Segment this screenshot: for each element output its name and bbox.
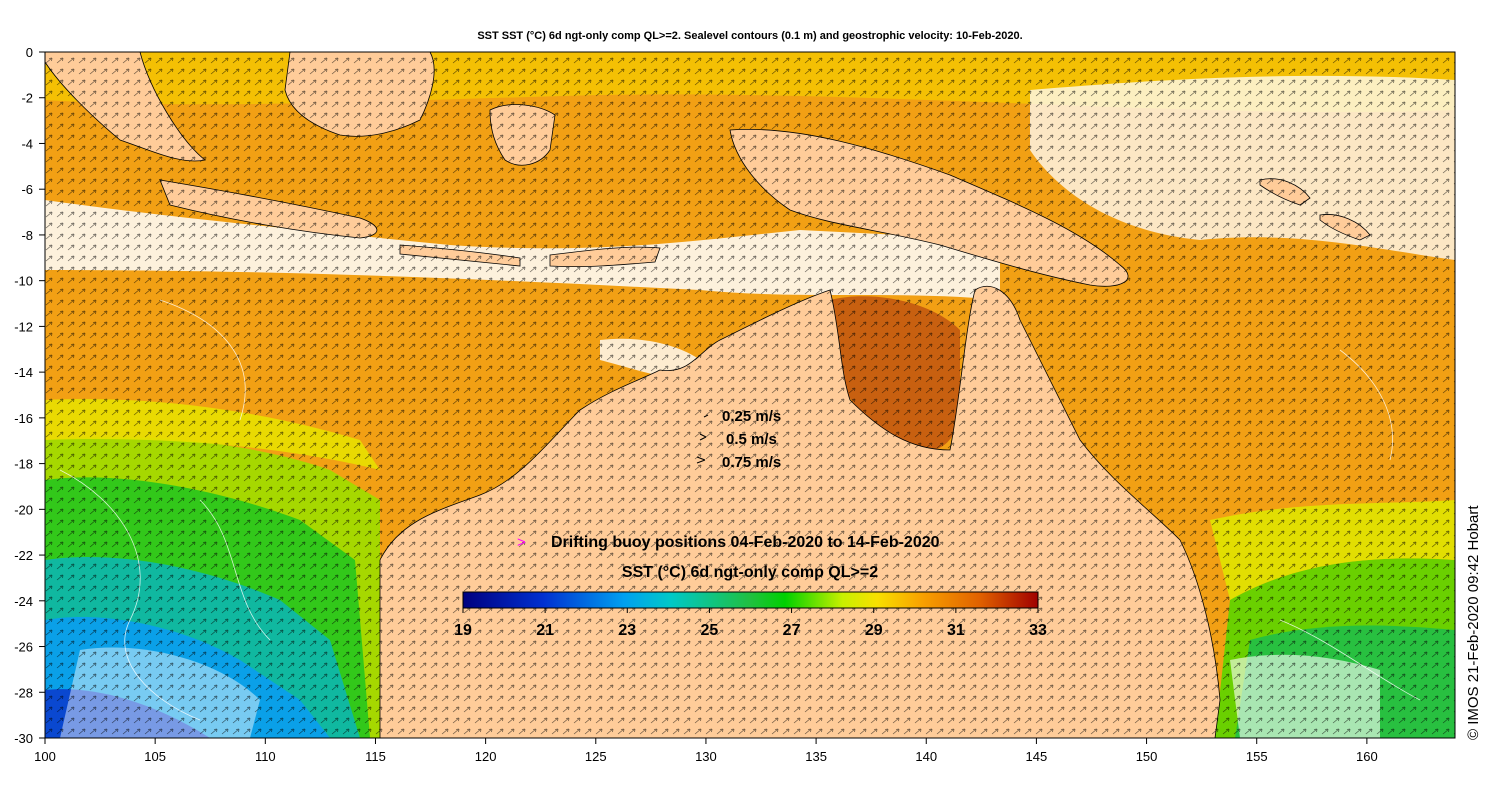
velocity-arrow-075-icon	[696, 456, 706, 464]
x-tick-label-5: 125	[585, 749, 607, 764]
y-tick-label-11: -22	[14, 548, 33, 563]
x-tick-label-7: 135	[805, 749, 827, 764]
colorbar-tick-label-1: 21	[536, 622, 554, 639]
x-tick-label-2: 110	[255, 749, 276, 764]
y-tick-label-8: -16	[14, 411, 33, 426]
x-tick-label-10: 150	[1136, 749, 1158, 764]
colorbar-tick-label-2: 23	[618, 622, 636, 639]
velocity-label-075: 0.75 m/s	[722, 454, 781, 471]
plot-frame	[44, 51, 1456, 739]
y-tick-label-7: -14	[14, 365, 33, 380]
velocity-arrow-05-icon	[699, 433, 707, 441]
y-tick-label-9: -18	[14, 457, 33, 472]
y-axis: 0 -2 -4 -6 -8 -10 -12 -14 -16 -18 -20 -22 -24 -26 -28 -…	[14, 45, 45, 746]
geostrophic-velocity-arrows	[45, 52, 1455, 738]
velocity-label-05: 0.5 m/s	[726, 431, 777, 448]
colorbar-title: SST (°C) 6d ngt-only comp QL>=2	[622, 564, 878, 581]
colorbar-tick-label-7: 33	[1029, 622, 1047, 639]
sealevel-contours	[59, 299, 1421, 721]
x-tick-label-11: 155	[1246, 749, 1268, 764]
x-tick-label-4: 120	[475, 749, 497, 764]
y-tick-label-4: -8	[21, 228, 33, 243]
colorbar-tick-label-4: 27	[783, 622, 801, 639]
buoy-legend-label: Drifting buoy positions 04-Feb-2020 to 1…	[551, 534, 940, 551]
y-tick-label-6: -12	[14, 319, 33, 334]
y-tick-label-10: -20	[14, 502, 33, 517]
y-tick-label-3: -6	[21, 182, 33, 197]
x-tick-label-3: 115	[365, 749, 386, 764]
x-tick-label-9: 145	[1026, 749, 1048, 764]
colorbar-tick-label-0: 19	[454, 622, 472, 639]
colorbar-ticks: 19 21 23 25 27 29 31 33	[454, 608, 1047, 639]
y-tick-label-5: -10	[14, 274, 33, 289]
y-tick-label-2: -4	[21, 136, 33, 151]
credit-text: © IMOS 21-Feb-2020 09:42 Hobart	[1465, 505, 1482, 740]
x-axis: 100 105 110 115 120 125 130 135 140 145 150 155 160	[34, 738, 1378, 764]
velocity-legend: 0.25 m/s 0.5 m/s 0.75 m/s	[696, 408, 781, 471]
y-tick-label-1: -2	[21, 91, 33, 106]
x-tick-label-12: 160	[1356, 749, 1378, 764]
velocity-arrow-025-icon	[703, 414, 709, 418]
x-tick-label-8: 140	[915, 749, 937, 764]
y-tick-label-15: -30	[14, 731, 33, 746]
x-tick-label-6: 130	[695, 749, 717, 764]
colorbar	[462, 591, 1039, 609]
y-tick-label-12: -24	[14, 594, 33, 609]
x-tick-label-0: 100	[34, 749, 56, 764]
y-tick-label-14: -28	[14, 685, 33, 700]
colorbar-tick-label-5: 29	[865, 622, 883, 639]
velocity-label-025: 0.25 m/s	[722, 408, 781, 425]
x-tick-label-1: 105	[144, 749, 166, 764]
colorbar-tick-label-3: 25	[701, 622, 719, 639]
colorbar-tick-label-6: 31	[947, 622, 965, 639]
y-tick-label-13: -26	[14, 640, 33, 655]
buoy-marker-icon: >	[517, 534, 526, 551]
map-title: SST SST (°C) 6d ngt-only comp QL>=2. Sea…	[477, 30, 1023, 42]
y-tick-label-0: 0	[26, 45, 33, 60]
